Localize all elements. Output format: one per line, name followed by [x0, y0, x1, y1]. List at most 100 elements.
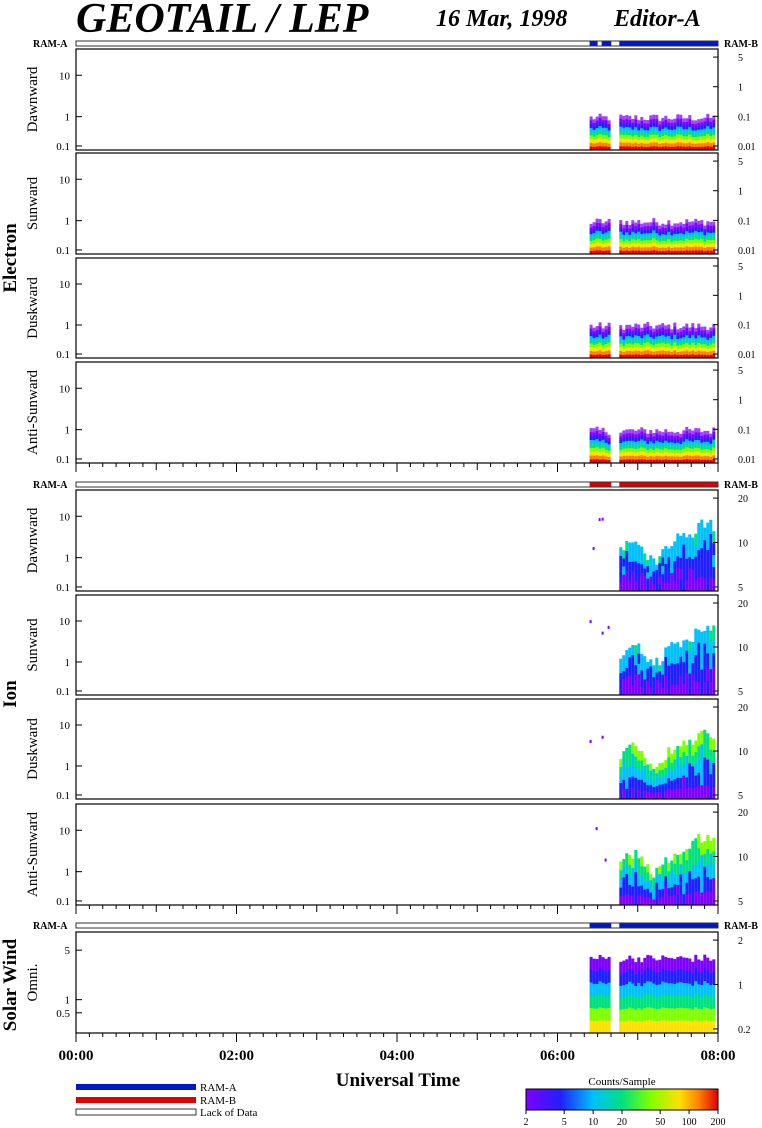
- spectrogram-cell: [670, 122, 674, 127]
- spectrogram-cell: [619, 459, 623, 464]
- spectrogram-cell: [589, 339, 593, 344]
- spectrogram-cell: [703, 967, 707, 982]
- spectrogram-cell: [634, 430, 638, 435]
- y-tick-label-right: 0.1: [738, 112, 751, 123]
- spectrogram-cell: [691, 146, 695, 151]
- spectrogram-cell: [646, 668, 650, 676]
- spectrogram-cell: [694, 143, 698, 148]
- spectrogram-cell: [706, 995, 710, 1009]
- spectrogram-cell: [592, 983, 596, 997]
- spectrogram-cell: [658, 231, 662, 236]
- spectrogram-cell: [658, 120, 662, 125]
- spectrogram-cell: [619, 1009, 623, 1022]
- spectrogram-cell: [667, 449, 671, 453]
- spectrogram-cell: [703, 771, 707, 786]
- spectrogram-cell: [703, 238, 707, 242]
- spectrogram-cell: [700, 223, 704, 228]
- spectrogram-cell: [628, 788, 632, 800]
- spectrogram-cell: [634, 250, 638, 255]
- spectrogram-cell: [667, 339, 671, 344]
- spectrogram-cell: [595, 458, 599, 464]
- spectrogram-cell: [673, 863, 677, 875]
- spectrogram-cell: [634, 665, 638, 676]
- spectrogram-cell: [619, 555, 623, 565]
- spectrogram-cell: [652, 242, 656, 247]
- panel-label: Omni.: [25, 964, 41, 1002]
- spectrogram-cell: [676, 567, 680, 580]
- spectrogram-cell: [703, 430, 707, 435]
- spectrogram-cell: [622, 329, 626, 334]
- spectrogram-cell: [658, 350, 662, 355]
- spectrogram-cell: [619, 439, 623, 444]
- spectrogram-cell: [658, 241, 662, 245]
- spectrogram-cell: [640, 142, 644, 147]
- spectrogram-cell: [592, 119, 596, 123]
- spectrogram-cell: [601, 439, 605, 444]
- spectrogram-cell: [667, 239, 671, 244]
- spectrogram-cell: [649, 777, 653, 786]
- spectrogram-cell: [688, 115, 692, 120]
- spectrogram-cell: [661, 981, 665, 995]
- ram-legend: RAM-A RAM-B Lack of Data: [75, 1082, 258, 1119]
- spectrogram-cell: [589, 435, 593, 440]
- spectrogram-cell: [670, 332, 674, 336]
- spectrogram-cell: [670, 143, 674, 147]
- panel-frame: [75, 48, 719, 151]
- spectrogram-cell: [685, 450, 689, 456]
- spectrogram-cell: [601, 631, 604, 635]
- spectrogram-cell: [679, 446, 683, 451]
- spectrogram-cell: [595, 354, 599, 359]
- spectrogram-cell: [631, 451, 635, 456]
- spectrogram-cell: [709, 337, 713, 342]
- spectrogram-cell: [712, 324, 716, 329]
- spectrogram-cell: [655, 232, 659, 237]
- spectrogram-cell: [604, 131, 608, 136]
- y-tick-label-left: 0.1: [56, 245, 70, 257]
- spectrogram-cell: [673, 226, 677, 231]
- spectrogram-cell: [685, 957, 689, 971]
- spectrogram-cell: [661, 688, 665, 696]
- spectrogram-cell: [643, 432, 647, 438]
- spectrogram-cell: [637, 448, 641, 453]
- spectrogram-cell: [646, 326, 650, 331]
- spectrogram-cell: [592, 327, 596, 332]
- spectrogram-cell: [658, 354, 662, 359]
- spectrogram-cell: [655, 354, 659, 359]
- spectrogram-cell: [607, 326, 611, 331]
- spectrogram-cell: [628, 343, 632, 348]
- spectrogram-cell: [712, 653, 716, 668]
- spectrogram-cell: [592, 1008, 596, 1021]
- spectrogram-cell: [604, 120, 608, 125]
- spectrogram-cell: [598, 350, 602, 355]
- spectrogram-cell: [712, 335, 716, 340]
- spectrogram-cell: [688, 652, 692, 664]
- spectrogram-cell: [631, 333, 635, 338]
- spectrogram-cell: [679, 348, 683, 352]
- spectrogram-cell: [640, 223, 644, 228]
- spectrogram-cell: [703, 540, 707, 554]
- spectrogram-cell: [664, 582, 668, 592]
- spectrogram-cell: [598, 338, 602, 343]
- spectrogram-cell: [643, 346, 647, 351]
- spectrogram-cell: [643, 429, 647, 434]
- spectrogram-cell: [682, 459, 686, 464]
- spectrogram-cell: [664, 244, 668, 248]
- spectrogram-cell: [664, 347, 668, 352]
- y-tick-label-right: 0.1: [738, 321, 751, 332]
- y-tick-label-left: 10: [59, 825, 71, 837]
- spectrogram-cell: [709, 456, 713, 461]
- spectrogram-cell: [628, 134, 632, 139]
- spectrogram-cell: [667, 118, 671, 123]
- spectrogram-cell: [643, 331, 647, 336]
- spectrogram-cell: [688, 775, 692, 788]
- spectrogram-cell: [670, 652, 674, 664]
- spectrogram-cell: [682, 775, 686, 788]
- spectrogram-cell: [676, 126, 680, 131]
- spectrogram-cell: [595, 454, 599, 460]
- spectrogram-cell: [607, 1020, 611, 1034]
- y-tick-label-left: 0.1: [56, 790, 70, 802]
- spectrogram-cell: [664, 885, 668, 896]
- spectrogram-cell: [640, 678, 644, 688]
- spectrogram-cell: [661, 128, 665, 133]
- spectrogram-cell: [631, 220, 635, 225]
